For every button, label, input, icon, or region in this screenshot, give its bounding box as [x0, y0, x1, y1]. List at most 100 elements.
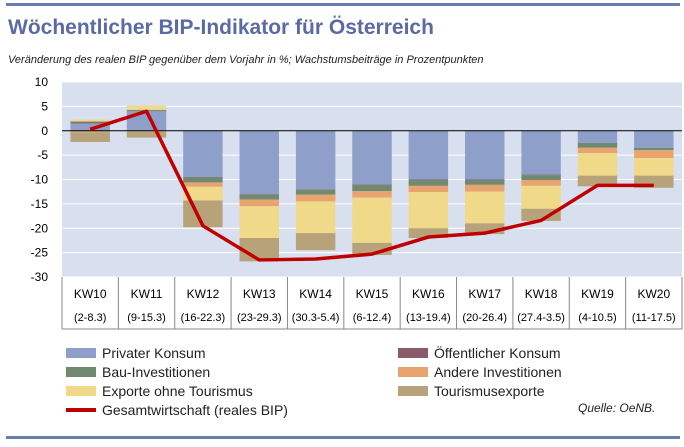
bar-segment-bau [239, 194, 279, 200]
bar-segment-exporte [577, 153, 618, 176]
bar-segment-andere_inv [465, 184, 505, 192]
bar-segment-tourismus [521, 208, 561, 221]
x-category-date: (6-12.4) [353, 312, 392, 324]
bar-segment-andere_inv [408, 185, 449, 193]
y-tick-label: 0 [41, 124, 48, 138]
legend-swatch [398, 386, 428, 396]
bar-segment-andere_inv [70, 130, 110, 133]
bar-segment-exporte [70, 119, 110, 122]
bar-segment-privater_konsum [70, 123, 110, 131]
legend-item-exporte: Exporte ohne Tourismus [66, 383, 253, 399]
bar-segment-privater_konsum [634, 130, 674, 148]
chart-subtitle: Veränderung des realen BIP gegenüber dem… [8, 54, 484, 66]
bar-segment-tourismus [126, 131, 167, 138]
bar-segment-oeffentlicher_konsum [70, 122, 110, 124]
y-tick-label: -10 [31, 173, 49, 187]
bar-segment-exporte [295, 201, 336, 234]
bar-segment-bau [295, 189, 336, 195]
y-tick-label: -5 [37, 148, 48, 162]
bar-segment-andere_inv [352, 191, 392, 198]
bar-segment-exporte [352, 197, 392, 243]
chart-title: Wöchentlicher BIP-Indikator für Österrei… [8, 16, 434, 39]
x-category-date: (16-22.3) [181, 312, 226, 324]
top-rule [6, 3, 680, 6]
bar-segment-privater_konsum [352, 130, 392, 185]
legend-label: Bau-Investitionen [102, 364, 211, 380]
bar-segment-exporte [239, 206, 279, 238]
legend-label: Privater Konsum [102, 345, 206, 361]
source-note: Quelle: OeNB. [578, 401, 656, 415]
x-category-date: (11-17.5) [632, 312, 676, 324]
y-tick-label: -20 [31, 221, 49, 235]
bar-segment-exporte [465, 191, 505, 224]
legend-swatch [66, 367, 96, 377]
legend-item-privater_konsum: Privater Konsum [66, 345, 205, 361]
bar-segment-bau [577, 142, 618, 148]
legend-item-andere_inv: Andere Investitionen [398, 364, 562, 380]
bar-segment-bau [183, 177, 223, 183]
x-category-date: (9-15.3) [127, 312, 166, 324]
legend-swatch [66, 408, 96, 412]
bar-segment-exporte [126, 105, 167, 110]
bar-segment-exporte [183, 186, 223, 201]
x-category-date: (27.4-3.5) [517, 312, 565, 324]
bottom-rule [6, 436, 680, 439]
legend-item-bau: Bau-Investitionen [66, 364, 210, 380]
legend-swatch [398, 348, 428, 358]
bar-segment-privater_konsum [408, 130, 449, 180]
legend-swatch [66, 348, 96, 358]
bar-segment-bau [521, 175, 561, 180]
bar-segment-privater_konsum [521, 130, 561, 175]
y-tick-label: 10 [35, 75, 49, 89]
y-tick-label: -25 [31, 246, 49, 260]
x-category-label: KW13 [243, 287, 276, 301]
x-category-label: KW10 [74, 287, 107, 301]
legend-label: Andere Investitionen [434, 364, 562, 380]
bar-segment-andere_inv [634, 150, 674, 159]
bar-segment-privater_konsum [577, 130, 618, 143]
bar-segment-tourismus [577, 175, 618, 187]
y-tick-label: 5 [41, 99, 48, 113]
x-category-label: KW14 [299, 287, 332, 301]
bar-segment-privater_konsum [465, 130, 505, 180]
legend-label: Öffentlicher Konsum [434, 345, 561, 361]
legend-label: Tourismusexporte [434, 383, 545, 399]
bar-segment-tourismus [408, 228, 449, 238]
bar-segment-andere_inv [521, 179, 561, 186]
x-category-label: KW19 [581, 287, 614, 301]
bar-segment-exporte [408, 192, 449, 229]
legend-swatch [398, 367, 428, 377]
bar-segment-exporte [521, 185, 561, 209]
bar-segment-andere_inv [295, 194, 336, 202]
bar-segment-andere_inv [239, 199, 279, 207]
bar-segment-privater_konsum [239, 130, 279, 195]
x-category-label: KW18 [525, 287, 558, 301]
bar-segment-bau [465, 179, 505, 185]
legend-swatch [66, 386, 96, 396]
legend-item-line: Gesamtwirtschaft (reales BIP) [66, 402, 288, 418]
bar-segment-andere_inv [183, 182, 223, 187]
x-category-label: KW12 [187, 287, 220, 301]
bar-segment-tourismus [465, 223, 505, 235]
bar-segment-privater_konsum [295, 130, 336, 190]
x-category-date: (2-8.3) [74, 312, 106, 324]
x-category-date: (4-10.5) [578, 312, 617, 324]
legend-item-tourismus: Tourismusexporte [398, 383, 545, 399]
bar-segment-tourismus [70, 132, 110, 142]
bar-segment-bau [634, 147, 674, 151]
y-tick-label: -15 [31, 197, 49, 211]
x-category-date: (30.3-5.4) [292, 312, 340, 324]
bar-segment-privater_konsum [183, 130, 223, 178]
legend-label: Gesamtwirtschaft (reales BIP) [102, 402, 288, 418]
bar-segment-bau [70, 121, 110, 123]
x-category-date: (20-26.4) [462, 312, 507, 324]
bar-segment-bau [408, 179, 449, 186]
bar-segment-exporte [634, 158, 674, 176]
bar-segment-bau [352, 184, 392, 192]
x-category-label: KW15 [356, 287, 389, 301]
x-category-date: (23-29.3) [237, 312, 282, 324]
x-category-label: KW17 [468, 287, 501, 301]
